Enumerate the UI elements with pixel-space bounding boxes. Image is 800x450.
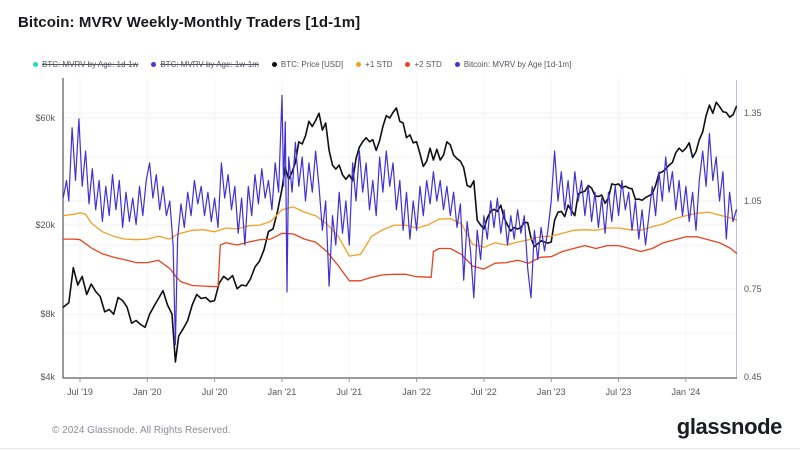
chart-legend: BTC: MVRV by Age: 1d-1w BTC: MVRV by Age:…	[33, 60, 571, 69]
legend-dot-icon	[33, 62, 38, 67]
y-axis-label-left: $60k	[35, 112, 55, 123]
x-axis-label: Jul '22	[471, 387, 497, 397]
legend-label: BTC: MVRV by Age: 1w-1m	[160, 60, 259, 69]
series-bitcoin-mvrv-by-age-1d-1m-	[63, 94, 737, 346]
x-axis-label: Jul '20	[201, 387, 228, 397]
legend-label: BTC: MVRV by Age: 1d-1w	[42, 60, 139, 69]
legend-item-5[interactable]: +2 STD	[405, 60, 442, 69]
legend-item-3[interactable]: BTC: Price [USD]	[271, 60, 344, 69]
legend-dot-icon	[405, 62, 411, 67]
legend-label: BTC: Price [USD]	[280, 60, 344, 69]
legend-item-6[interactable]: Bitcoin: MVRV by Age [1d-1m]	[454, 60, 572, 69]
x-axis-label: Jul '19	[67, 387, 93, 397]
page-title: Bitcoin: MVRV Weekly-Monthly Traders [1d…	[18, 14, 361, 31]
legend-item-1[interactable]: BTC: MVRV by Age: 1d-1w	[33, 60, 138, 69]
glassnode-logo: glassnode	[676, 414, 783, 439]
legend-label: +1 STD	[365, 60, 393, 69]
legend-label: Bitcoin: MVRV by Age [1d-1m]	[463, 60, 572, 69]
legend-label: +2 STD	[414, 60, 442, 69]
series-btc-price-usd-	[63, 101, 737, 363]
legend-item-2[interactable]: BTC: MVRV by Age: 1w-1m	[151, 60, 259, 69]
x-axis-label: Jan '23	[536, 387, 566, 397]
horizontal-gridlines	[63, 112, 737, 334]
legend-dot-icon	[454, 62, 460, 67]
x-axis-label: Jan '24	[671, 387, 701, 397]
series--1-std	[63, 206, 737, 257]
y-axis-label-right: 0.45	[744, 372, 762, 382]
copyright-text: © 2024 Glassnode. All Rights Reserved.	[52, 425, 231, 436]
x-axis-label: Jan '20	[132, 387, 162, 397]
y-axis-label-left: $4k	[40, 372, 55, 382]
series--2-std	[63, 232, 737, 288]
bottom-divider	[0, 448, 800, 449]
legend-dot-icon	[356, 62, 362, 67]
axis-lines	[62, 78, 737, 382]
legend-item-4[interactable]: +1 STD	[356, 60, 392, 69]
x-axis-label: Jul '21	[336, 387, 363, 397]
x-axis-label: Jul '23	[605, 387, 632, 397]
y-axis-label-right: 1.35	[744, 108, 762, 118]
y-axis-label-left: $8k	[40, 309, 55, 320]
y-axis-label-left: $20k	[35, 220, 55, 230]
y-axis-label-right: 1.05	[744, 196, 762, 206]
chart-series	[63, 80, 737, 378]
x-axis-label: Jan '21	[267, 387, 297, 397]
legend-dot-icon	[271, 62, 277, 67]
x-axis-label: Jan '22	[402, 387, 431, 397]
legend-dot-icon	[151, 62, 157, 67]
y-axis-label-right: 0.75	[744, 284, 762, 294]
